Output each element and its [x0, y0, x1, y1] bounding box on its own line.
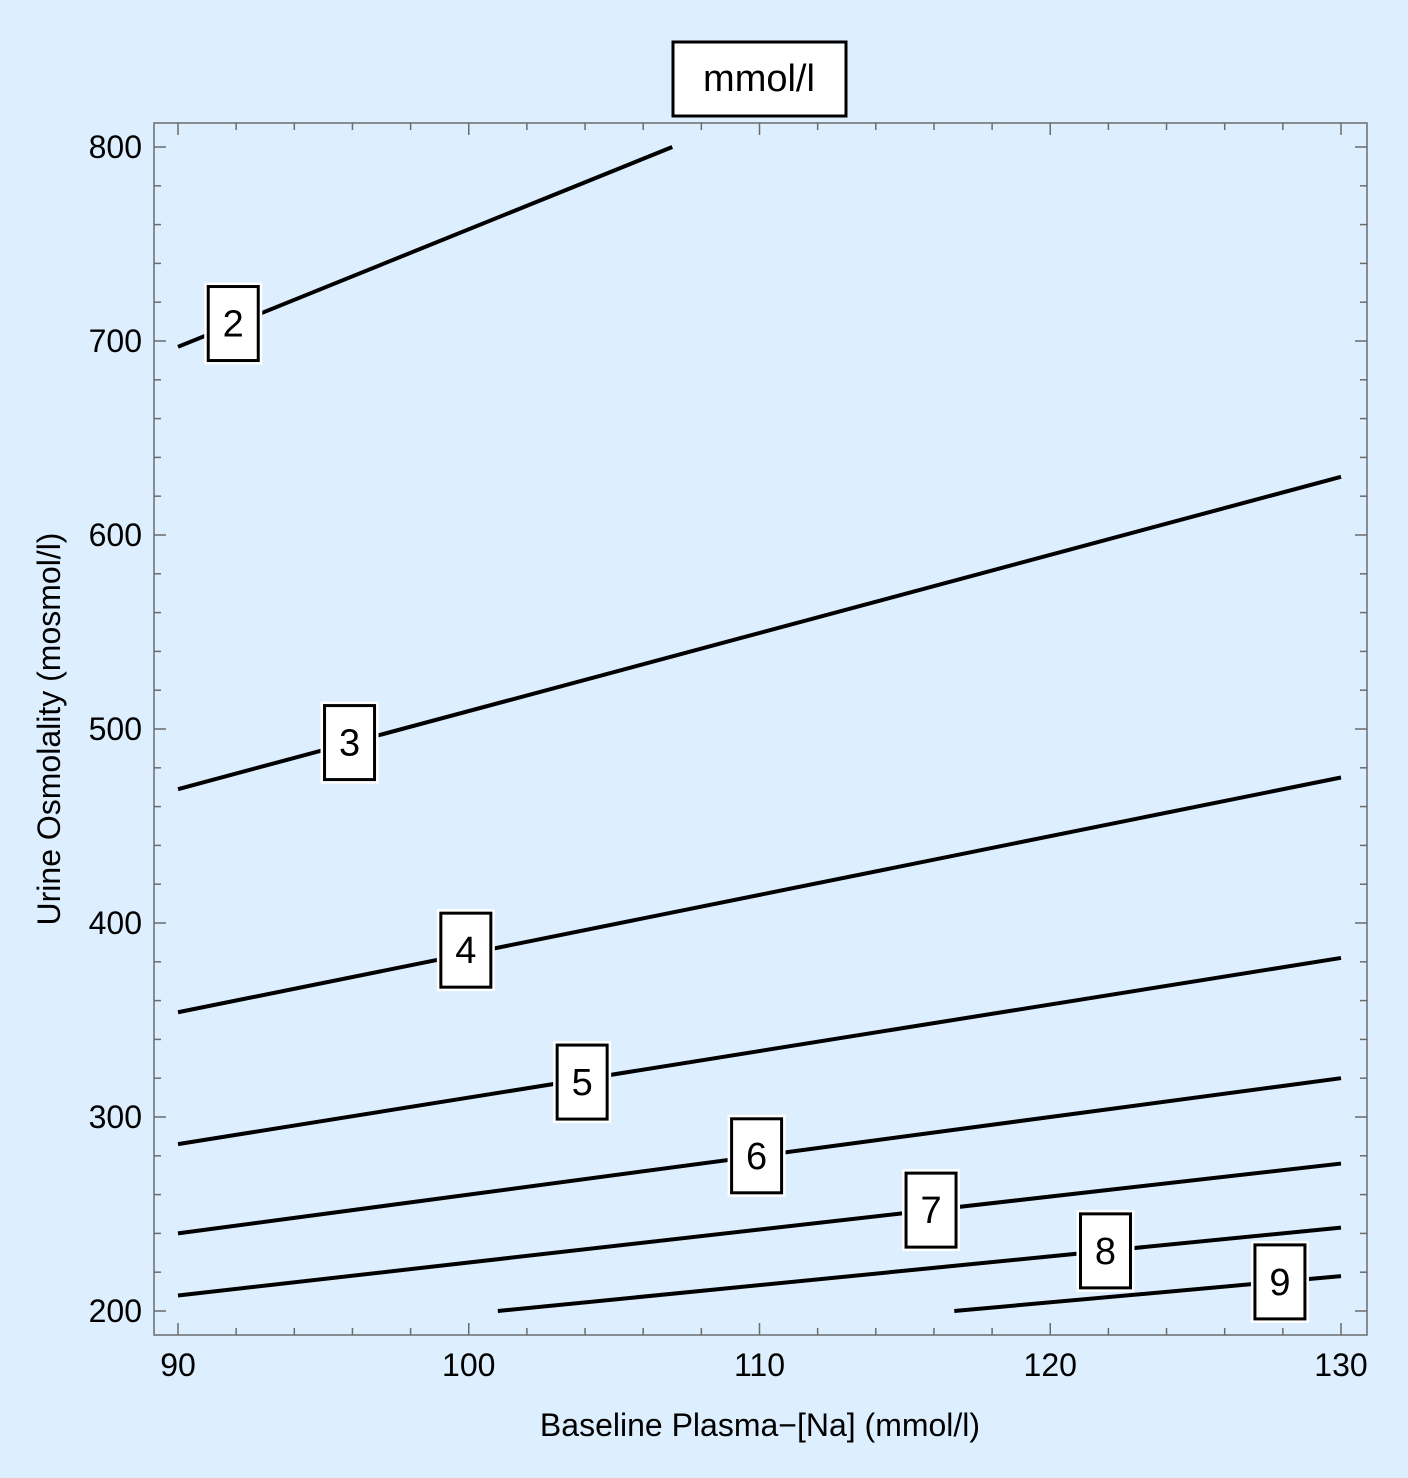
- contour-label-box: [1253, 1243, 1307, 1321]
- contour-label-box: [555, 1043, 609, 1121]
- contour-label-box: [904, 1171, 958, 1249]
- x-tick-label: 90: [160, 1347, 196, 1383]
- contour-line-7: [177, 1161, 1342, 1298]
- chart-title: mmol/l: [703, 58, 815, 100]
- y-tick-label: 200: [89, 1293, 142, 1329]
- y-tick-label: 800: [89, 129, 142, 165]
- contour-label-9: 9: [1269, 1262, 1290, 1304]
- x-tick-label: 100: [442, 1347, 495, 1383]
- y-tick-label: 600: [89, 517, 142, 553]
- contour-line-4: [177, 775, 1342, 1015]
- contour-label-4: 4: [455, 930, 476, 972]
- axis-tick-labels: 90 100 110 120 130 200 300 400 500 600 700 800: [89, 129, 1368, 1383]
- contour-lines: [177, 145, 1342, 1313]
- contour-label-7: 7: [920, 1190, 941, 1232]
- y-tick-label: 300: [89, 1099, 142, 1135]
- contour-label-box: [1078, 1212, 1132, 1290]
- contour-label-8: 8: [1095, 1231, 1116, 1273]
- x-tick-label: 120: [1024, 1347, 1077, 1383]
- contour-labels: 2 3 4 5 6 7 8 9: [204, 282, 1309, 1323]
- contour-label-5: 5: [572, 1062, 593, 1104]
- y-tick-label: 700: [89, 323, 142, 359]
- contour-label-3: 3: [339, 723, 360, 765]
- x-tick-label: 130: [1314, 1347, 1367, 1383]
- axis-ticks: [154, 123, 1367, 1335]
- contour-line-5: [177, 955, 1342, 1147]
- contour-label-box: [439, 911, 493, 989]
- chart-title-group: mmol/l: [671, 40, 848, 118]
- x-axis-title: Baseline Plasma−[Na] (mmol/l): [540, 1407, 980, 1443]
- contour-label-box: [323, 704, 377, 782]
- contour-line-8: [497, 1225, 1342, 1313]
- contour-label-6: 6: [746, 1136, 767, 1178]
- contour-label-box: [730, 1117, 784, 1195]
- y-tick-label: 500: [89, 711, 142, 747]
- chart-title-box: [671, 40, 848, 118]
- contour-label-box: [206, 285, 260, 363]
- y-tick-label: 400: [89, 905, 142, 941]
- y-axis-title: Urine Osmolality (mosmol/l): [31, 533, 67, 926]
- x-tick-label: 110: [734, 1347, 785, 1383]
- contour-label-2: 2: [223, 304, 244, 346]
